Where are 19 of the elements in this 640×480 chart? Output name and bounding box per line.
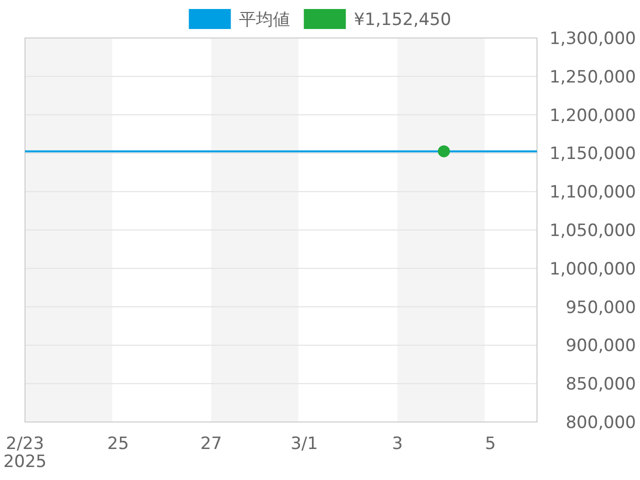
y-tick-label: 1,250,000 [549,67,636,88]
x-tick-label: 5 [485,434,496,454]
x-tick-label: 3 [392,434,403,454]
legend-label: 平均値 [238,10,290,30]
y-tick-label: 1,100,000 [549,182,636,203]
y-tick-label: 800,000 [566,413,636,433]
y-tick-label: 1,050,000 [549,221,636,241]
y-tick-label: 900,000 [566,336,636,356]
x-tick-label: 27 [200,434,222,454]
x-tick-label: 3/1 [290,434,318,454]
y-tick-label: 950,000 [566,298,636,318]
y-tick-label: 1,200,000 [549,106,636,126]
y-tick-label: 1,150,000 [549,144,636,164]
x-tick-label: 25 [107,434,129,454]
y-tick-label: 1,300,000 [549,29,636,49]
legend-label: ¥1,152,450 [354,10,452,30]
y-tick-label: 1,000,000 [549,259,636,280]
x-tick-label: 2/23 2025 [3,434,47,472]
y-tick-label: 850,000 [566,374,636,395]
